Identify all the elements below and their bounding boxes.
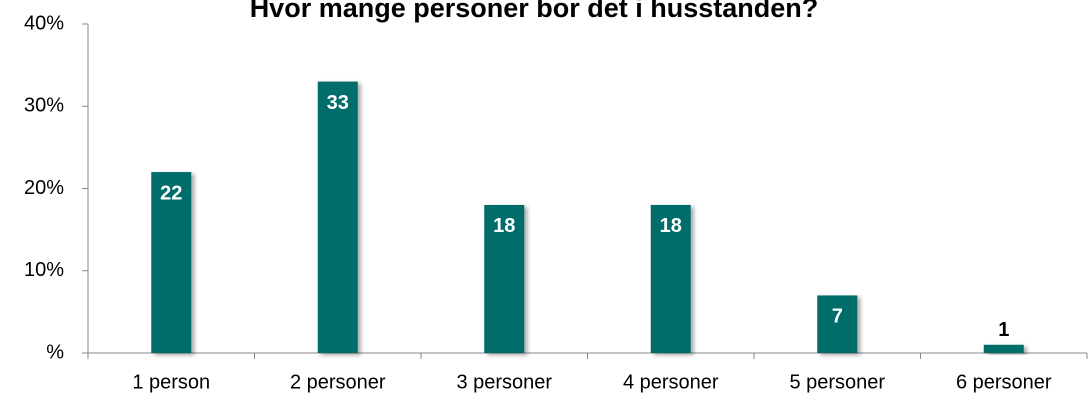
x-tick-label: 2 personer: [290, 371, 386, 393]
value-label: 1: [998, 319, 1009, 341]
y-tick-label: %: [46, 341, 64, 363]
x-tick-label: 4 personer: [623, 371, 719, 393]
value-label: 18: [660, 215, 682, 237]
y-tick-label: 10%: [24, 259, 64, 281]
value-label: 22: [160, 182, 182, 204]
x-tick-label: 3 personer: [456, 371, 552, 393]
value-label: 18: [493, 215, 515, 237]
bar: [817, 295, 858, 353]
bar: [650, 204, 691, 353]
bar: [484, 204, 525, 353]
bar: [317, 81, 358, 353]
x-tick-label: 1 person: [132, 371, 210, 393]
bar: [983, 344, 1024, 353]
y-tick-label: 40%: [24, 12, 64, 34]
bar: [151, 172, 192, 353]
y-tick-label: 30%: [24, 95, 64, 117]
x-tick-label: 6 personer: [956, 371, 1052, 393]
value-label: 7: [832, 306, 843, 328]
value-label: 33: [327, 92, 349, 114]
chart-title: Hvor mange personer bor det i husstanden…: [250, 0, 819, 23]
x-tick-label: 5 personer: [789, 371, 885, 393]
y-tick-label: 20%: [24, 177, 64, 199]
